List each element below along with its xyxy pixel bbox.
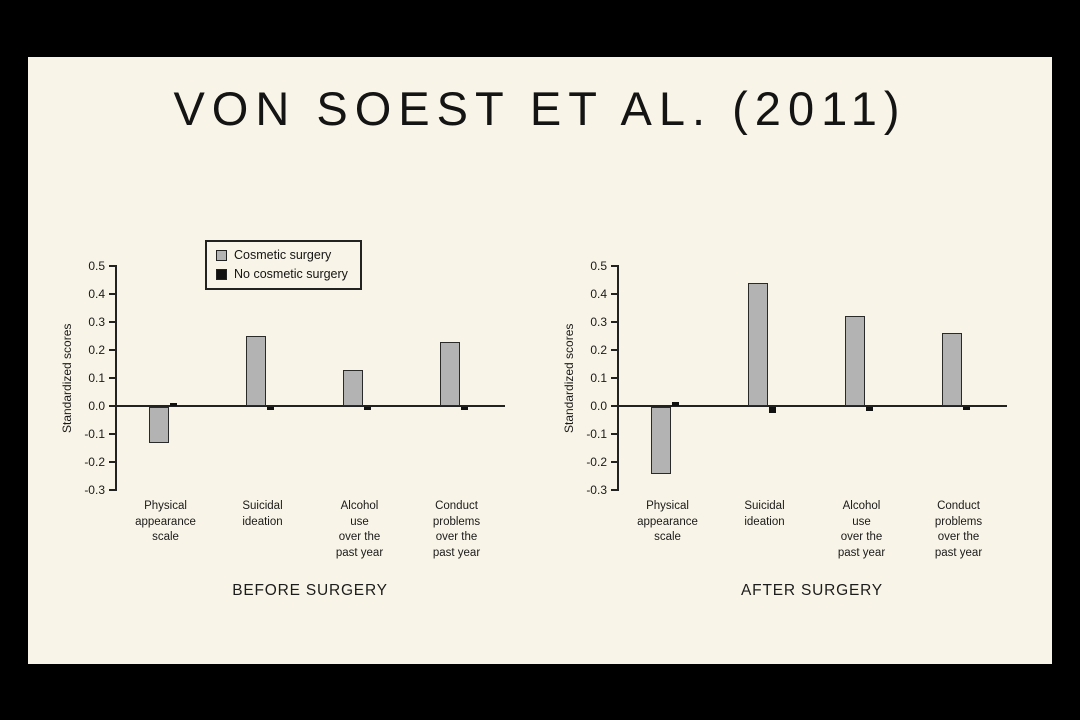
legend-label-no-cosmetic-surgery: No cosmetic surgery (234, 267, 348, 281)
category-label: Physical appearance scale (135, 500, 196, 544)
y-axis-tick-label: 0.1 (590, 371, 607, 385)
y-axis-tick (109, 321, 117, 323)
x-axis-zero-line (117, 405, 505, 407)
y-axis-tick (109, 349, 117, 351)
legend-swatch-no-cosmetic-surgery (216, 268, 227, 280)
y-axis-tick-label: 0.4 (88, 287, 105, 301)
y-axis-tick-label: 0.1 (88, 371, 105, 385)
bar-cosmetic-surgery (245, 336, 266, 406)
chart-caption-before-surgery: BEFORE SURGERY (232, 582, 388, 599)
category-label: Alcohol use over the past year (335, 500, 384, 559)
charts-row: Standardized scores 0.5 0.4 0.3 0.2 0.1 0.0 -0… (53, 240, 1027, 637)
y-axis-tick (611, 461, 619, 463)
bar-no-cosmetic-surgery (460, 407, 468, 410)
y-axis-tick-label: -0.3 (84, 483, 105, 497)
chart-after-surgery: Standardized scores 0.5 0.4 0.3 0.2 0.1 0.0 -0… (555, 242, 1027, 637)
legend-swatch-cosmetic-surgery (216, 249, 227, 261)
y-axis-tick (109, 489, 117, 491)
y-axis-tick-label: 0.0 (590, 399, 607, 413)
y-axis-tick (109, 265, 117, 267)
chart-caption-after-surgery: AFTER SURGERY (741, 582, 883, 599)
y-axis-tick-label: 0.4 (590, 287, 607, 301)
bar-no-cosmetic-surgery (266, 407, 274, 410)
bar-no-cosmetic-surgery (962, 407, 970, 410)
legend-label-cosmetic-surgery: Cosmetic surgery (234, 248, 332, 262)
y-axis-tick-label: 0.3 (88, 315, 105, 329)
y-axis-tick-label: 0.3 (590, 315, 607, 329)
y-axis-tick-label: -0.1 (586, 427, 607, 441)
y-axis-tick (109, 405, 117, 407)
bar-cosmetic-surgery (342, 369, 363, 406)
x-axis-zero-line (619, 405, 1007, 407)
y-axis-tick-label: 0.5 (590, 259, 607, 273)
category-label: Conduct problems over the past year (934, 500, 983, 559)
y-axis-tick-label: 0.2 (88, 343, 105, 357)
bar-cosmetic-surgery (747, 282, 768, 406)
y-axis-tick-label: -0.2 (586, 455, 607, 469)
y-axis-tick (611, 433, 619, 435)
y-axis-tick (611, 405, 619, 407)
bar-cosmetic-surgery (941, 333, 962, 406)
plot-area: 0.5 0.4 0.3 0.2 0.1 0.0 -0.1 -0.2 -0.3 Physical a… (586, 259, 1007, 559)
slide: VON SOEST ET AL. (2011) Standardized sco… (28, 57, 1052, 664)
y-axis-tick-label: 0.5 (88, 259, 105, 273)
category-label: Alcohol use over the past year (837, 500, 886, 559)
y-axis-tick (109, 293, 117, 295)
category-label: Suicidal ideation (744, 500, 785, 528)
y-axis-tick (611, 489, 619, 491)
legend: Cosmetic surgery No cosmetic surgery (205, 240, 362, 290)
category-label: Conduct problems over the past year (432, 500, 481, 559)
chart-before-surgery: Standardized scores 0.5 0.4 0.3 0.2 0.1 0.0 -0… (53, 240, 525, 637)
y-axis-tick (611, 265, 619, 267)
y-axis-tick-label: 0.2 (590, 343, 607, 357)
category-label: Suicidal ideation (242, 500, 283, 528)
slide-title: VON SOEST ET AL. (2011) (173, 82, 907, 135)
category-label: Physical appearance scale (637, 500, 698, 544)
y-axis-tick (611, 377, 619, 379)
y-axis-tick (109, 377, 117, 379)
y-axis-tick-label: 0.0 (88, 399, 105, 413)
y-axis-tick (611, 349, 619, 351)
bar-no-cosmetic-surgery (363, 407, 371, 410)
bar-no-cosmetic-surgery (865, 407, 873, 412)
legend-item-no-cosmetic-surgery: No cosmetic surgery (216, 267, 348, 281)
bar-no-cosmetic-surgery (169, 403, 177, 406)
y-axis-tick (611, 321, 619, 323)
bar-no-cosmetic-surgery (671, 401, 679, 406)
legend-item-cosmetic-surgery: Cosmetic surgery (216, 248, 348, 262)
bar-cosmetic-surgery (439, 341, 460, 406)
y-axis-tick (611, 293, 619, 295)
plot-area: 0.5 0.4 0.3 0.2 0.1 0.0 -0.1 -0.2 -0.3 Physical a… (84, 259, 505, 559)
y-axis-tick (109, 461, 117, 463)
bar-cosmetic-surgery (148, 407, 169, 444)
y-axis-tick-label: -0.3 (586, 483, 607, 497)
y-axis-tick-label: -0.1 (84, 427, 105, 441)
bar-no-cosmetic-surgery (768, 407, 776, 413)
bar-cosmetic-surgery (844, 316, 865, 406)
y-axis-tick (109, 433, 117, 435)
bar-cosmetic-surgery (650, 407, 671, 475)
y-axis-tick-label: -0.2 (84, 455, 105, 469)
